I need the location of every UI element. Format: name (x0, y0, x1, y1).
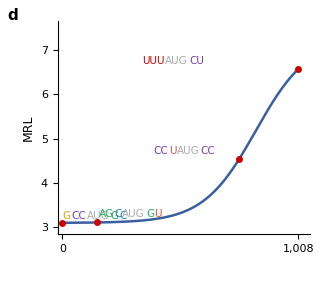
Text: C: C (119, 211, 126, 220)
Text: C: C (114, 209, 122, 219)
Text: d: d (7, 8, 18, 23)
Text: AG: AG (99, 209, 114, 219)
Text: G: G (63, 211, 71, 220)
Y-axis label: MRL: MRL (22, 114, 35, 141)
Text: CC: CC (154, 146, 168, 156)
Text: AUG: AUG (87, 211, 109, 220)
Text: U: U (169, 146, 177, 156)
Text: CC: CC (71, 211, 86, 220)
Text: CC: CC (201, 146, 215, 156)
Text: G: G (146, 209, 154, 219)
Text: AUG: AUG (122, 209, 145, 219)
Text: CU: CU (189, 56, 204, 66)
Text: U: U (155, 209, 162, 219)
Text: UUU: UUU (142, 56, 164, 66)
Text: G: G (110, 211, 119, 220)
Text: AUG: AUG (177, 146, 200, 156)
Text: AUG: AUG (165, 56, 188, 66)
